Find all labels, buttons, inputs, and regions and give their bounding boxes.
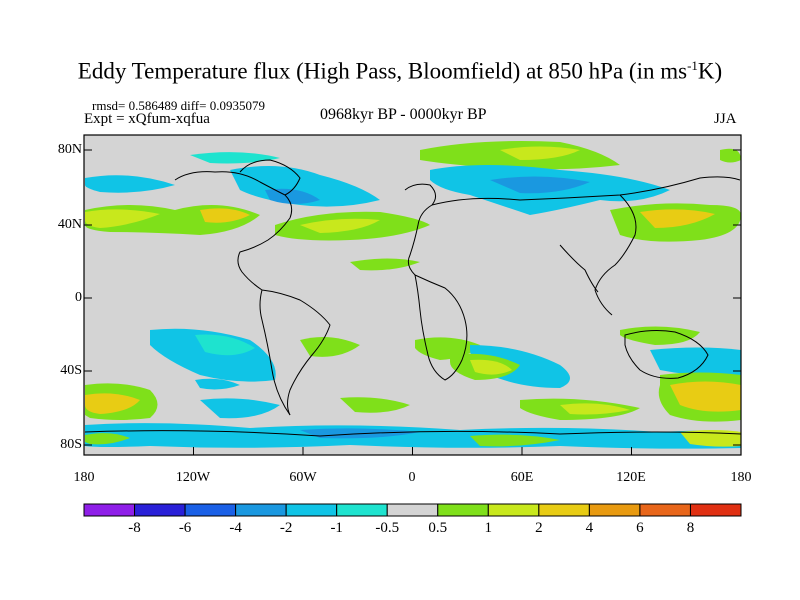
colorbar-box	[538, 503, 590, 517]
contour-patch	[680, 430, 741, 447]
stats-label: rmsd= 0.586489 diff= 0.0935079	[92, 98, 265, 113]
lon-label-60e: 60E	[510, 470, 534, 485]
period-label: 0968kyr BP - 0000kyr BP	[320, 106, 487, 123]
lon-label-120w: 120W	[175, 470, 211, 485]
colorbar-box	[437, 503, 489, 517]
colorbar-box	[588, 503, 641, 517]
colorbar-label: -6	[178, 520, 192, 536]
axis-ticks	[83, 149, 742, 455]
colorbar-box	[639, 503, 691, 517]
contour-patch	[85, 393, 140, 414]
experiment-label: Expt = xQfum-xqfua	[84, 111, 210, 127]
colorbar-box	[235, 503, 287, 517]
contour-patch	[340, 397, 410, 413]
contour-patch	[500, 146, 580, 160]
colorbar-label: 0.5	[428, 520, 448, 536]
colorbar-box	[336, 503, 388, 517]
contour-patch	[620, 326, 700, 345]
colorbar-label: -0.5	[375, 520, 400, 536]
lat-label-40n: 40N	[57, 217, 82, 232]
contour-patch	[470, 359, 512, 375]
contour-patch	[650, 347, 741, 376]
lon-label-0: 0	[408, 470, 416, 485]
coastlines	[84, 159, 741, 437]
colorbar-box	[386, 503, 439, 517]
contour-patch	[720, 148, 741, 163]
colorbar-label: 2	[535, 520, 543, 536]
chart-title: Eddy Temperature flux (High Pass, Bloomf…	[77, 58, 723, 84]
contour-patch	[470, 345, 570, 388]
contour-patch	[230, 166, 380, 207]
contour-patch	[195, 334, 255, 356]
colorbar-box	[134, 503, 186, 517]
contour-patch	[85, 175, 175, 193]
lat-label-80n: 80N	[57, 142, 82, 157]
colorbar-label: 6	[636, 520, 644, 536]
contour-patch	[350, 258, 420, 271]
lon-label-180e: 180	[730, 470, 752, 485]
contour-patch	[560, 403, 630, 415]
colorbar-box	[184, 503, 237, 517]
colorbar-label: -4	[229, 520, 242, 536]
contour-patch	[200, 208, 250, 223]
contour-patch	[85, 209, 160, 228]
colorbar-label: -8	[128, 520, 141, 536]
colorbar-label: 4	[585, 520, 594, 536]
contour-patch	[265, 188, 320, 204]
colorbar-label: 8	[686, 520, 695, 536]
lat-label-0: 0	[75, 290, 82, 305]
lon-label-180w: 180	[73, 470, 95, 485]
contour-patch	[190, 152, 280, 164]
season-label: JJA	[714, 111, 737, 127]
colorbar-label: 1	[484, 520, 493, 536]
lon-label-120e: 120E	[616, 470, 646, 485]
contour-patch	[85, 423, 741, 449]
colorbar-label: -1	[330, 520, 343, 536]
contour-patch	[85, 433, 130, 445]
contour-patch	[200, 398, 280, 419]
contour-patch	[150, 328, 276, 382]
lon-label-60w: 60W	[289, 470, 317, 485]
contour-patch	[470, 434, 560, 447]
contour-patch	[300, 218, 380, 233]
contour-patch	[195, 378, 240, 390]
colorbar-boxes	[83, 503, 742, 517]
contour-patch	[670, 381, 741, 412]
colorbar-label: -2	[279, 520, 293, 536]
field-layer	[84, 135, 741, 455]
contour-patch	[490, 176, 590, 194]
colorbar-box	[487, 503, 540, 517]
lat-label-80s: 80S	[60, 437, 82, 452]
lat-label-40s: 40S	[60, 363, 82, 378]
colorbar-box	[285, 503, 338, 517]
colorbar-box	[83, 503, 136, 517]
contour-patch	[640, 209, 715, 228]
colorbar-box	[689, 503, 742, 517]
